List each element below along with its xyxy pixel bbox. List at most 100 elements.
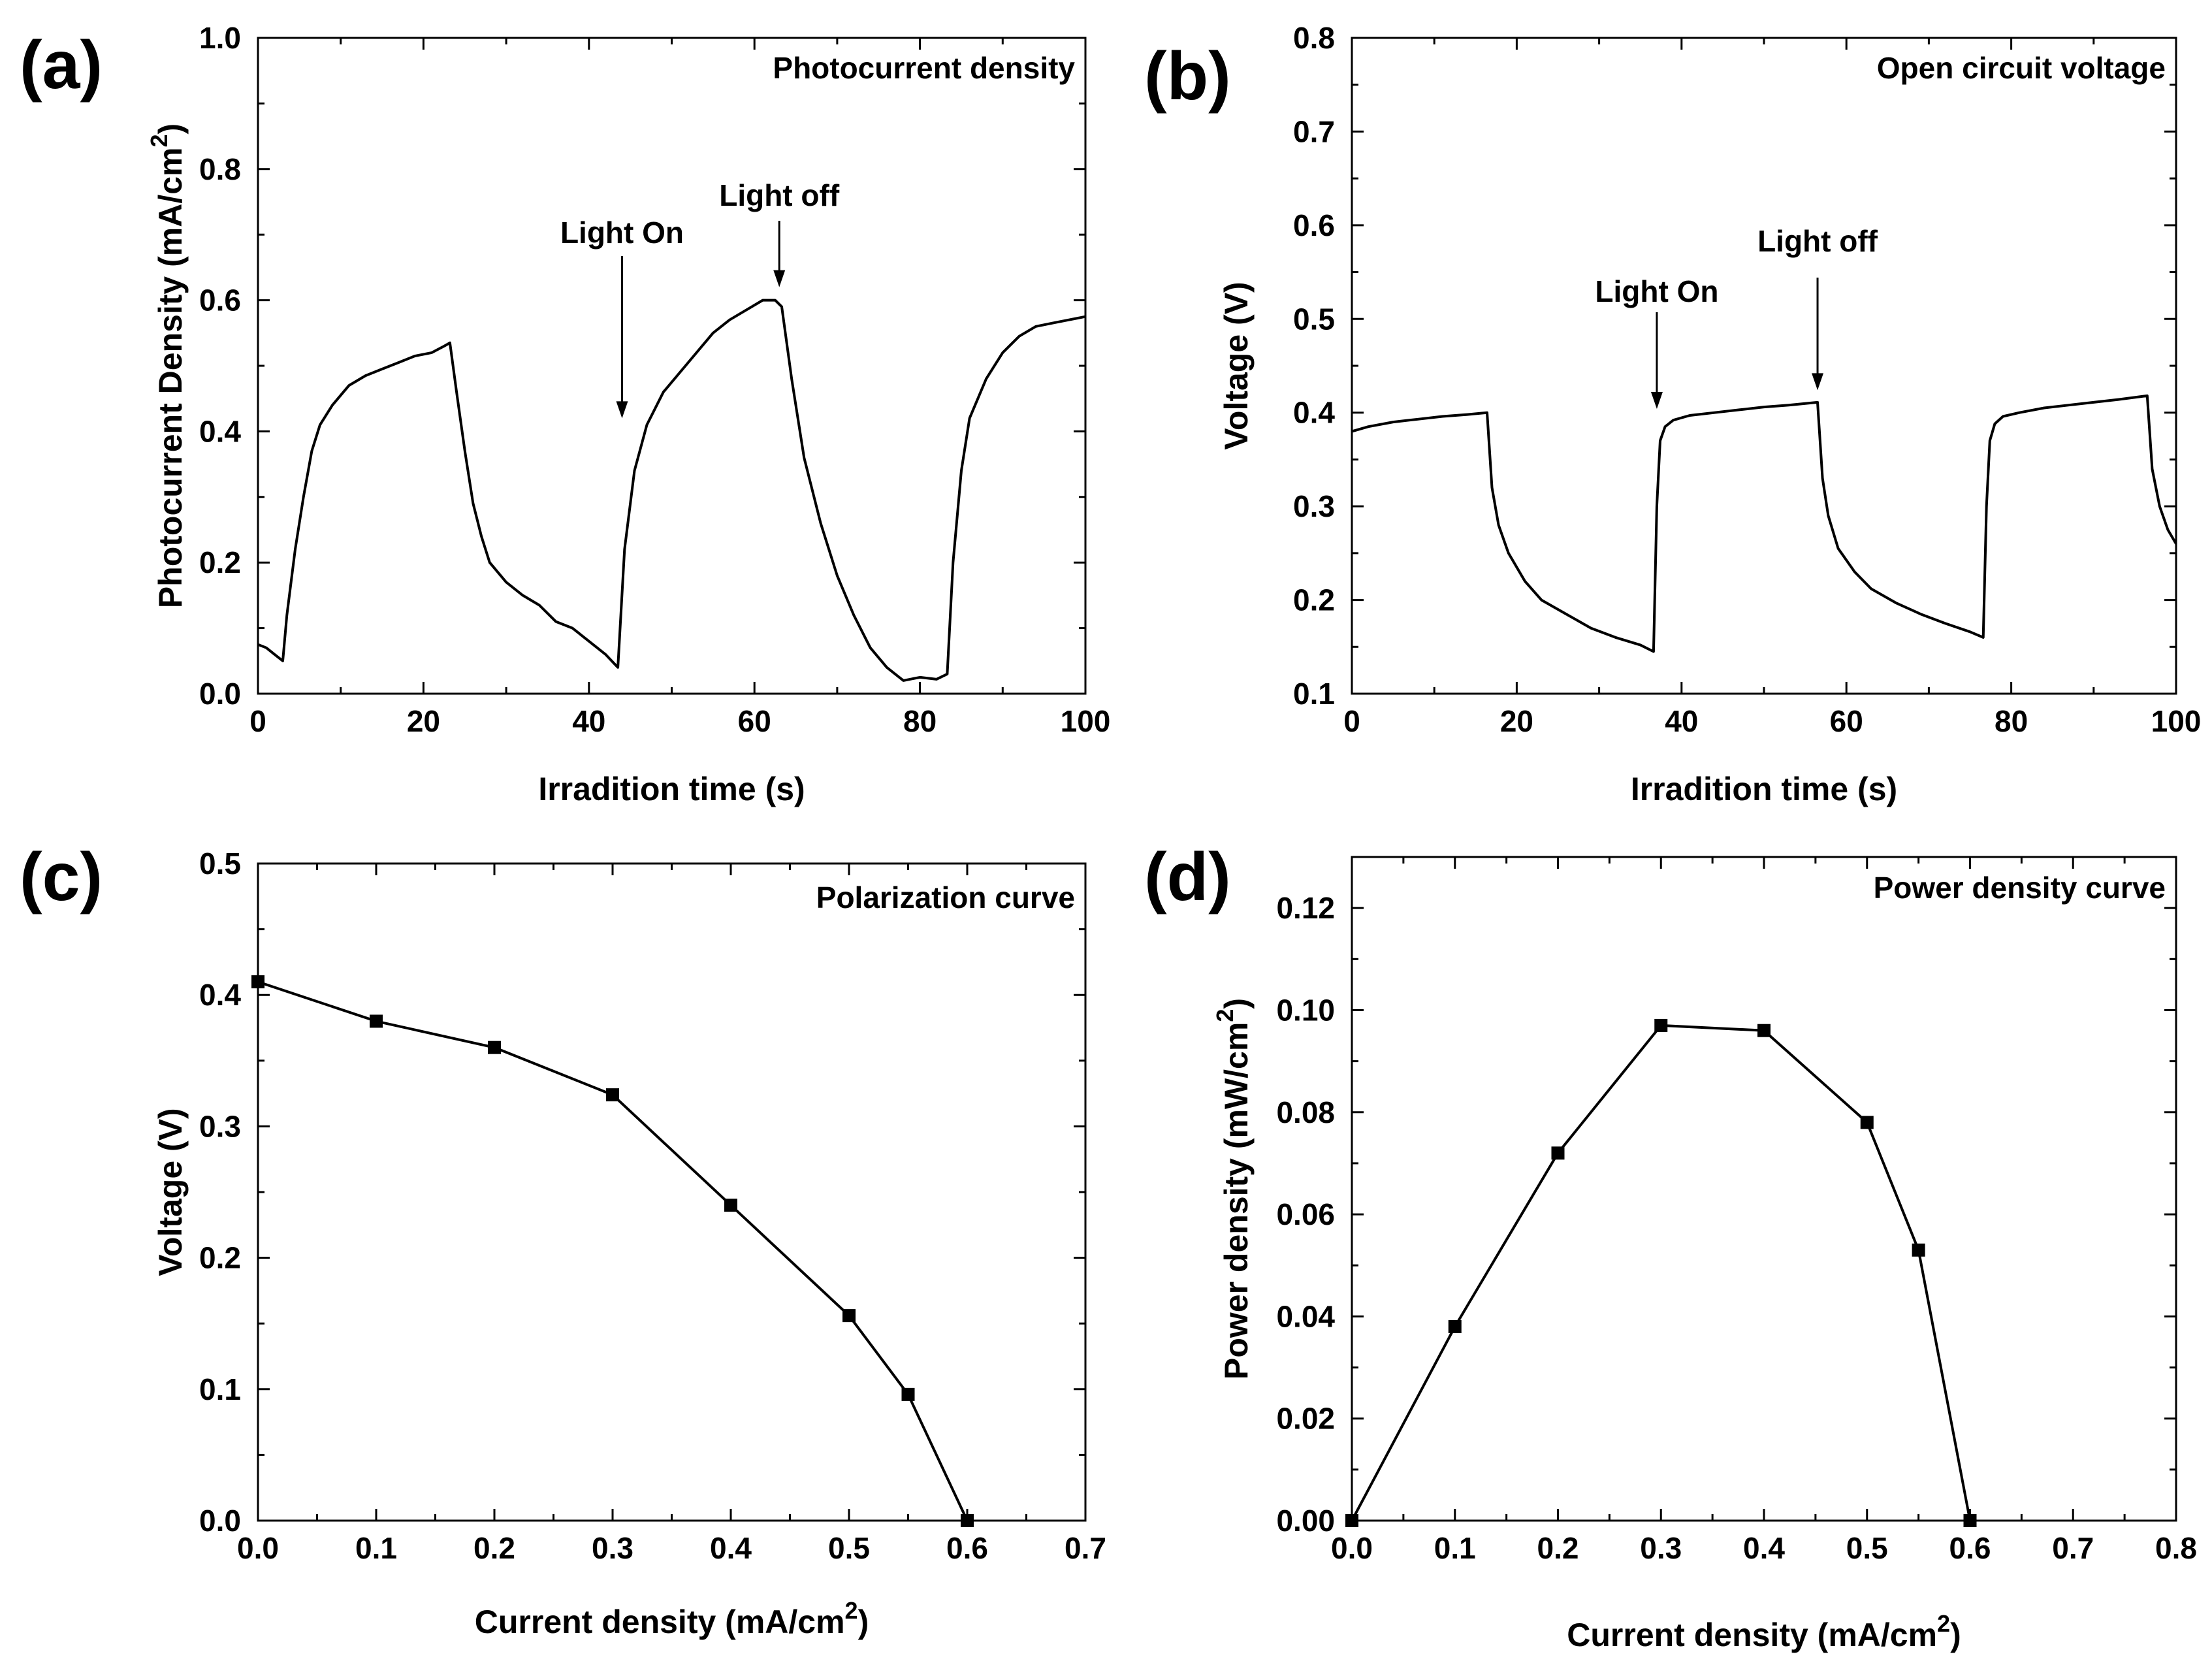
x-tick-label-b: 60	[1830, 704, 1863, 738]
x-tick-label-d: 0.0	[1331, 1531, 1373, 1565]
x-tick-label-b: 80	[1995, 704, 2028, 738]
series-line-b	[1351, 394, 2177, 653]
y-tick-label-b: 0.8	[1293, 21, 1335, 55]
y-tick-label-d: 0.12	[1276, 891, 1335, 925]
annotation-a: Light off	[719, 178, 840, 212]
y-tick-label-a: 0.8	[199, 152, 241, 186]
x-tick-label-a: 60	[738, 704, 771, 738]
annotation-arrow-head-a	[773, 270, 786, 287]
x-tick-label-d: 0.5	[1846, 1531, 1888, 1565]
x-axis-label-a: Irradition time (s)	[538, 771, 805, 807]
x-tick-label-b: 100	[2151, 704, 2202, 738]
y-tick-label-d: 0.08	[1276, 1095, 1335, 1129]
y-tick-label-c: 0.5	[199, 847, 241, 880]
y-tick-label-b: 0.1	[1293, 677, 1335, 711]
y-tick-label-d: 0.10	[1276, 993, 1335, 1027]
x-tick-label-d: 0.1	[1434, 1531, 1476, 1565]
chart-title-b: Open circuit voltage	[1877, 51, 2166, 85]
panel-c: (c) 0.0 0.1 0.2 0.3 0.4 0.5 0.6 0.7 0.0 0.1 0.2 0.3 0…	[20, 839, 1106, 1640]
panel-b: (b) 0 20 40 60 80 100 0.1 0.2 0.3 0.4 0.5 0.6 0.7 0.8 O…	[1144, 21, 2201, 807]
plot-frame-b	[1351, 37, 2177, 695]
y-axis-label-a: Photocurrent Density (mA/cm2)	[146, 123, 189, 608]
x-tick-label-c: 0.7	[1065, 1531, 1106, 1565]
x-tick-label-b: 20	[1500, 704, 1533, 738]
data-point-c	[488, 1041, 501, 1054]
chart-title-a: Photocurrent density	[773, 51, 1075, 85]
data-point-c	[370, 1014, 383, 1028]
data-point-d	[1345, 1514, 1358, 1527]
x-tick-label-d: 0.6	[1949, 1531, 1991, 1565]
x-tick-label-b: 40	[1665, 704, 1698, 738]
chart-title-c: Polarization curve	[816, 880, 1075, 914]
y-tick-label-c: 0.4	[199, 978, 241, 1012]
x-tick-label-c: 0.1	[355, 1531, 397, 1565]
series-line-d	[1351, 1024, 1972, 1521]
y-tick-label-a: 0.0	[199, 677, 241, 711]
y-tick-label-c: 0.2	[199, 1241, 241, 1275]
x-tick-label-d: 0.8	[2155, 1531, 2197, 1565]
panel-label-b: (b)	[1144, 39, 1231, 114]
plot-frame-a	[257, 37, 1087, 695]
x-tick-label-a: 100	[1061, 704, 1111, 738]
data-point-d	[1912, 1243, 1925, 1257]
x-tick-label-c: 0.4	[710, 1531, 752, 1565]
data-point-d	[1654, 1018, 1668, 1032]
panel-label-d: (d)	[1144, 839, 1231, 915]
y-tick-label-a: 0.6	[199, 283, 241, 317]
y-tick-label-d: 0.04	[1276, 1299, 1335, 1333]
y-tick-label-b: 0.4	[1293, 396, 1335, 430]
y-tick-label-b: 0.7	[1293, 114, 1335, 148]
data-point-c	[251, 975, 264, 989]
x-tick-label-d: 0.3	[1640, 1531, 1682, 1565]
y-axis-label-d: Power density (mW/cm2)	[1211, 998, 1255, 1380]
data-point-d	[1448, 1320, 1462, 1334]
x-tick-label-d: 0.4	[1743, 1531, 1785, 1565]
data-point-d	[1963, 1514, 1977, 1527]
y-tick-label-b: 0.5	[1293, 302, 1335, 336]
y-tick-label-a: 1.0	[199, 21, 241, 55]
data-point-d	[1860, 1116, 1874, 1129]
x-tick-label-a: 80	[903, 704, 937, 738]
data-point-d	[1551, 1146, 1565, 1160]
y-tick-label-b: 0.2	[1293, 583, 1335, 617]
data-point-d	[1757, 1024, 1771, 1037]
x-axis-label-b: Irradition time (s)	[1631, 771, 1897, 807]
annotation-b: Light off	[1757, 224, 1878, 258]
data-point-c	[901, 1387, 915, 1401]
x-tick-label-a: 0	[249, 704, 266, 738]
x-tick-label-c: 0.0	[237, 1531, 279, 1565]
data-point-c	[606, 1088, 619, 1102]
x-axis-label-d: Current density (mA/cm2)	[1567, 1610, 1961, 1653]
y-tick-label-b: 0.3	[1293, 489, 1335, 523]
panel-label-a: (a)	[20, 27, 103, 103]
plot-frame-c	[257, 862, 1087, 1522]
annotation-arrow-head-b	[1650, 392, 1663, 410]
y-tick-label-b: 0.6	[1293, 208, 1335, 242]
x-tick-label-d: 0.2	[1537, 1531, 1579, 1565]
x-tick-label-a: 20	[407, 704, 440, 738]
annotation-a: Light On	[560, 216, 684, 250]
y-axis-label-b: Voltage (V)	[1218, 282, 1255, 449]
panel-d: (d) 0.0 0.1 0.2 0.3 0.4 0.5 0.6 0.7 0.8 0.00 0.02 0.…	[1144, 839, 2197, 1653]
y-axis-label-c: Voltage (V)	[152, 1108, 189, 1276]
y-tick-label-a: 0.4	[199, 414, 241, 448]
x-tick-label-c: 0.6	[946, 1531, 988, 1565]
y-tick-label-c: 0.1	[199, 1372, 241, 1406]
data-point-c	[961, 1514, 974, 1527]
annotation-arrow-head-b	[1812, 373, 1824, 391]
panel-a: (a) 0 20 40 60 80 100 0.0 0.2 0.4 0.6 0.8 1.0 Photocu…	[20, 21, 1110, 807]
y-tick-label-d: 0.06	[1276, 1197, 1335, 1231]
x-tick-label-b: 0	[1343, 704, 1360, 738]
x-tick-label-d: 0.7	[2052, 1531, 2094, 1565]
data-point-c	[724, 1199, 737, 1212]
y-tick-label-c: 0.0	[199, 1504, 241, 1538]
plot-frame-d	[1351, 856, 2177, 1522]
x-tick-label-a: 40	[572, 704, 605, 738]
chart-title-d: Power density curve	[1874, 871, 2166, 905]
x-tick-label-c: 0.3	[592, 1531, 633, 1565]
x-tick-label-c: 0.2	[473, 1531, 515, 1565]
series-line-a	[257, 299, 1086, 682]
y-tick-label-c: 0.3	[199, 1109, 241, 1143]
annotation-arrow-head-a	[616, 401, 628, 419]
